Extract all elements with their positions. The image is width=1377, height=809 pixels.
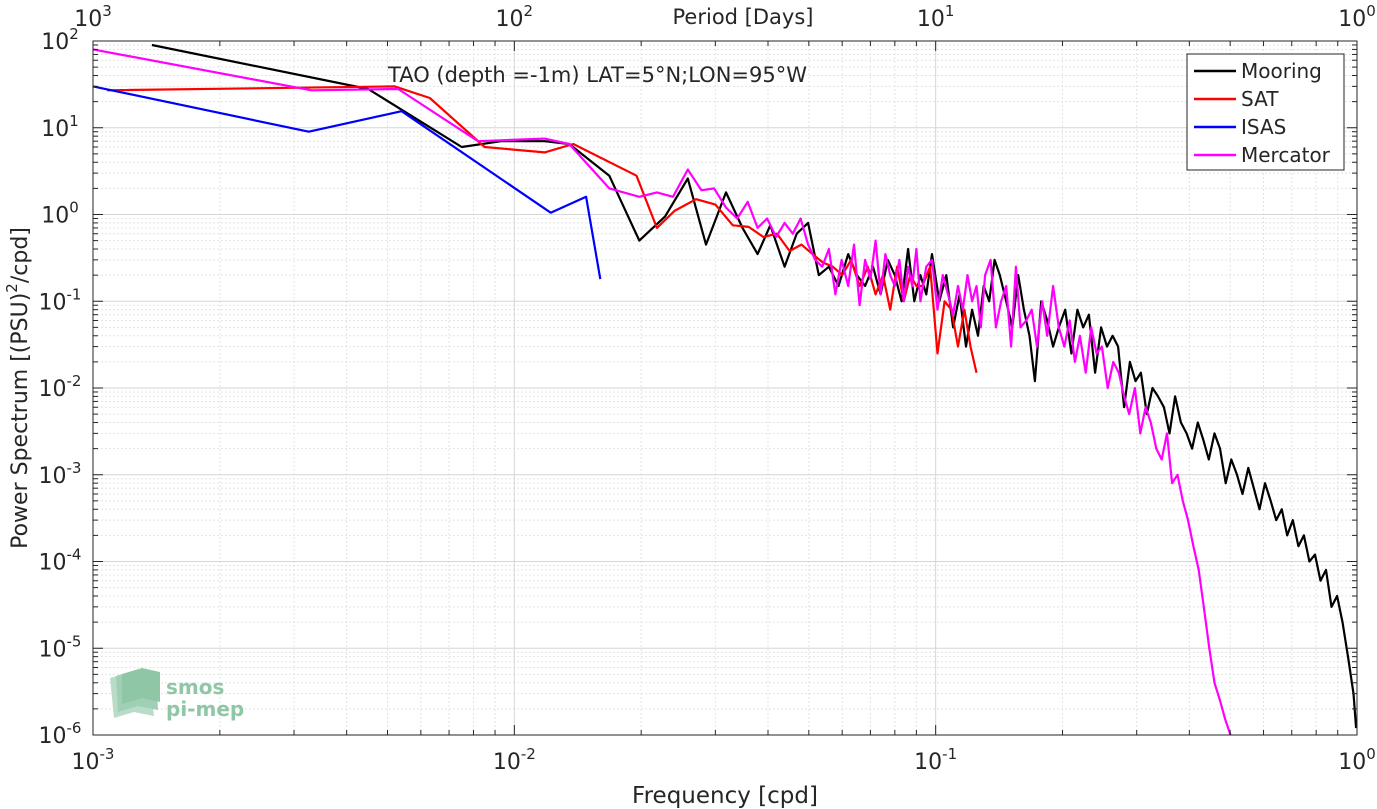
series-layer: [93, 43, 1357, 735]
top-tick-label-base: 10: [496, 7, 524, 32]
legend-label-mooring: Mooring: [1241, 59, 1322, 83]
y-axis-label-tail: /cpd]: [8, 227, 33, 283]
y-tick-label: 10-2: [39, 372, 82, 402]
x-tick-label-exp: 0: [1366, 745, 1376, 763]
x-tick-label-exp: -2: [521, 745, 536, 763]
y-axis-label: Power Spectrum [(PSU)2/cpd]: [3, 227, 33, 549]
y-tick-label-base: 10: [39, 551, 67, 576]
y-tick-label-base: 10: [41, 204, 69, 229]
legend: Mooring SAT ISAS Mercator: [1186, 53, 1345, 171]
x-tick-labels: 10-3 10-2 10-1 100: [72, 745, 1376, 775]
logo-text-smos: smos: [166, 675, 224, 699]
legend-label-isas: ISAS: [1241, 115, 1286, 139]
logo-wave-3: [122, 668, 160, 704]
tick-marks: [92, 40, 1358, 736]
legend-label-sat: SAT: [1241, 87, 1279, 111]
y-tick-label-exp: -3: [67, 459, 82, 477]
series-line-mooring: [151, 43, 1357, 729]
x-axis-label: Frequency [cpd]: [632, 783, 818, 809]
x-tick-label: 10-1: [914, 745, 957, 775]
legend-box: [1186, 53, 1345, 171]
top-tick-label-exp: 1: [945, 2, 955, 20]
x-tick-label-base: 10: [1338, 750, 1366, 775]
x-tick-label-exp: -1: [942, 745, 957, 763]
y-tick-label-base: 10: [39, 377, 67, 402]
y-tick-label-exp: -5: [67, 632, 82, 650]
top-tick-label: 103: [74, 2, 112, 32]
y-tick-label-base: 10: [41, 117, 69, 142]
y-tick-label: 10-5: [39, 632, 82, 662]
y-tick-label-base: 10: [39, 464, 67, 489]
series-line-isas: [93, 85, 602, 280]
series-line-mercator: [93, 48, 1232, 735]
top-tick-label: 102: [496, 2, 534, 32]
x-tick-label-base: 10: [493, 750, 521, 775]
y-tick-label: 10-3: [39, 459, 82, 489]
x-tick-label-base: 10: [914, 750, 942, 775]
top-axis-label: Period [Days]: [673, 5, 814, 29]
minor-grid: [93, 41, 1357, 735]
y-axis-label-sup: 2: [3, 283, 21, 293]
top-tick-labels: 103 102 101 100: [74, 2, 1376, 32]
x-tick-label: 100: [1338, 745, 1376, 775]
y-tick-label-base: 10: [41, 30, 69, 55]
y-tick-label-base: 10: [39, 724, 67, 749]
x-tick-label: 10-2: [493, 745, 536, 775]
y-tick-label-base: 10: [39, 290, 67, 315]
x-tick-label: 10-3: [72, 745, 115, 775]
y-tick-label-exp: -2: [67, 372, 82, 390]
top-tick-label-base: 10: [1338, 7, 1366, 32]
y-tick-label: 10-4: [39, 546, 82, 576]
smos-pimep-logo: smos pi-mep: [110, 668, 244, 721]
y-tick-label-exp: -1: [67, 285, 82, 303]
x-tick-label-base: 10: [72, 750, 100, 775]
y-tick-label: 101: [41, 112, 79, 142]
top-tick-label-base: 10: [917, 7, 945, 32]
y-tick-label: 10-6: [39, 719, 82, 749]
y-tick-label-exp: -6: [67, 719, 82, 737]
chart-title: TAO (depth =-1m) LAT=5°N;LON=95°W: [387, 63, 807, 87]
top-tick-label-exp: 0: [1366, 2, 1376, 20]
series-line-sat: [107, 85, 978, 373]
legend-label-mercator: Mercator: [1241, 143, 1331, 167]
y-tick-label-exp: -4: [67, 546, 82, 564]
x-tick-label-exp: -3: [100, 745, 115, 763]
y-tick-label: 10-1: [39, 285, 82, 315]
y-tick-label-exp: 0: [69, 199, 79, 217]
top-tick-label-exp: 3: [102, 2, 112, 20]
y-tick-label-exp: 1: [69, 112, 79, 130]
top-tick-label-base: 10: [74, 7, 102, 32]
y-tick-label: 102: [41, 25, 79, 55]
y-axis-label-main: Power Spectrum [(PSU): [8, 293, 33, 549]
top-tick-label: 101: [917, 2, 955, 32]
y-tick-label: 100: [41, 199, 79, 229]
y-tick-label-base: 10: [39, 637, 67, 662]
top-tick-label: 100: [1338, 2, 1376, 32]
y-tick-label-exp: 2: [69, 25, 79, 43]
top-tick-label-exp: 2: [524, 2, 534, 20]
logo-text-pimep: pi-mep: [166, 697, 244, 721]
